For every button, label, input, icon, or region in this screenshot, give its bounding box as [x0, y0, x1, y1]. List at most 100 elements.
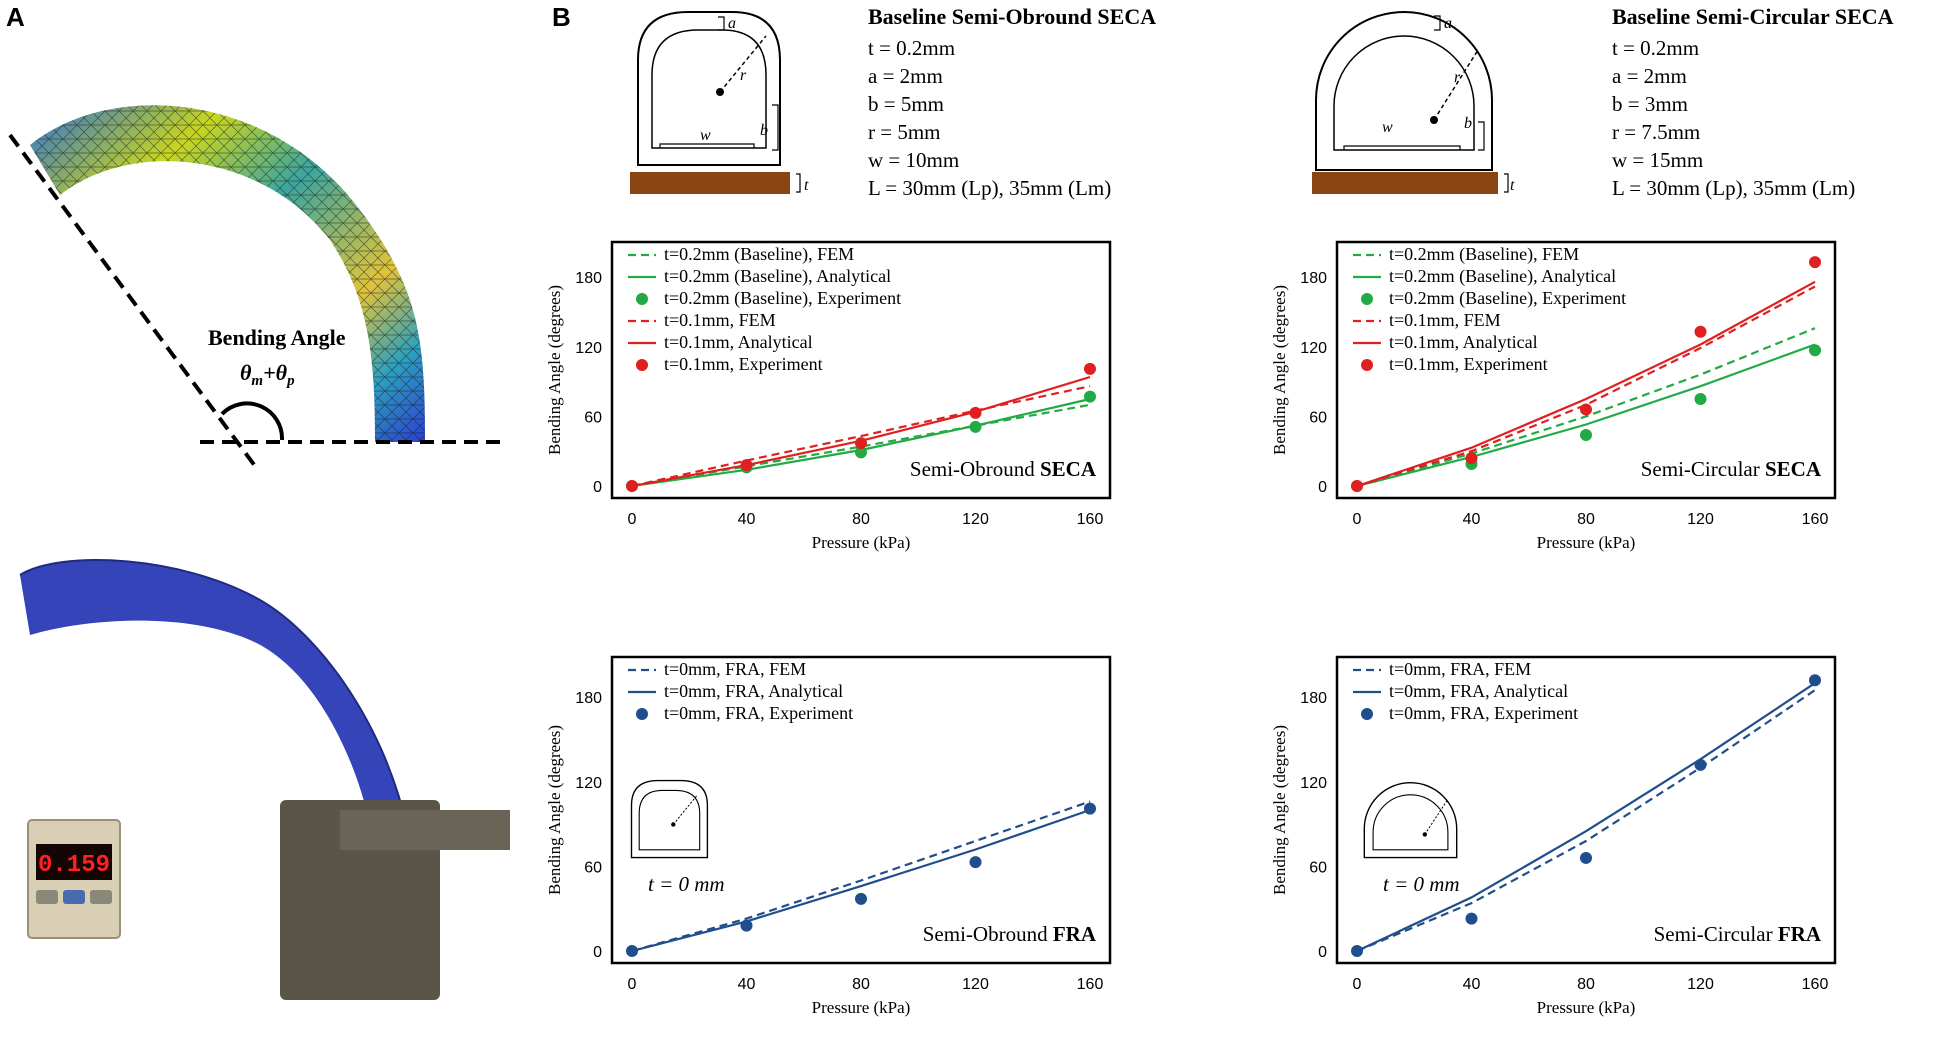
data-point [1351, 480, 1363, 492]
y-tick-label: 0 [1318, 944, 1327, 961]
legend-entry: t=0.2mm (Baseline), Analytical [1389, 266, 1616, 287]
gauge-button-left [36, 890, 58, 904]
x-tick-label: 80 [852, 976, 870, 993]
circular-inset-schematic [1363, 782, 1458, 859]
fem-simulation-figure: Bending Angle θm+θp [8, 105, 505, 472]
obround-inset-label: t = 0 mm [648, 872, 725, 896]
data-point [1351, 945, 1363, 957]
data-point [855, 437, 867, 450]
x-tick-label: 40 [738, 976, 756, 993]
series-line [1356, 327, 1816, 488]
y-tick-label: 120 [1300, 340, 1327, 357]
pressure-readout: 0.159 [38, 852, 110, 879]
circ-dim-t-label: t [1510, 177, 1515, 194]
data-point [626, 945, 638, 957]
x-tick-label: 80 [1577, 511, 1595, 528]
obround-param-a: a = 2mm [868, 64, 943, 88]
x-tick-label: 0 [628, 511, 637, 528]
circ-dim-r-label: r [1454, 69, 1461, 86]
chart-obround-fra: 0 40 80 120 160 0 60 120 180 Pressure (kPa) Bendin… [545, 655, 1112, 1017]
circular-param-r: r = 7.5mm [1612, 120, 1701, 144]
legend-entry: t=0mm, FRA, Experiment [664, 703, 853, 723]
data-point [1809, 344, 1821, 357]
y-tick-label: 60 [1309, 409, 1327, 426]
x-axis-label: Pressure (kPa) [812, 533, 911, 552]
x-tick-label: 120 [1687, 511, 1714, 528]
bending-reference-line-diagonal [8, 133, 260, 472]
obround-schematic-title: Baseline Semi-Obround SECA [868, 4, 1157, 29]
data-point [626, 480, 638, 492]
bending-angle-formula: θm+θp [240, 360, 295, 389]
legend-entry: t=0.2mm (Baseline), FEM [664, 244, 854, 265]
panel-b-label: B [552, 2, 571, 32]
data-point [1084, 802, 1096, 815]
data-point [740, 919, 753, 932]
pressure-display [36, 844, 112, 880]
dim-b-label: b [760, 122, 768, 139]
x-tick-label: 160 [1802, 976, 1829, 993]
obround-inset-schematic [630, 779, 709, 859]
x-tick-label: 160 [1077, 976, 1104, 993]
gauge-button-middle [63, 890, 85, 904]
circ-dim-a-label: a [1444, 15, 1452, 32]
series-line [1356, 343, 1816, 488]
data-point [969, 856, 982, 869]
series-line [1356, 682, 1816, 952]
dim-a-label: a [728, 15, 736, 32]
chart-circular-fra: 0 40 80 120 160 0 60 120 180 Pressure (kPa) Bendin… [1270, 655, 1837, 1017]
legend-marker [636, 708, 648, 720]
x-tick-label: 80 [1577, 976, 1595, 993]
y-tick-label: 180 [575, 270, 602, 287]
chart-obround-seca: 0 40 80 120 160 0 60 120 180 Pressure (kPa) Bendin… [545, 240, 1112, 552]
obround-param-r: r = 5mm [868, 120, 941, 144]
legend-marker [1361, 708, 1373, 720]
data-point [1465, 452, 1478, 465]
y-tick-label: 0 [593, 944, 602, 961]
circular-param-b: b = 3mm [1612, 92, 1689, 116]
y-tick-label: 60 [1309, 859, 1327, 876]
legend-entry: t=0.2mm (Baseline), Analytical [664, 266, 891, 287]
y-axis-label: Bending Angle (degrees) [1270, 725, 1289, 895]
x-tick-label: 160 [1077, 511, 1104, 528]
chart-title: Semi-Obround FRA [923, 922, 1097, 946]
x-tick-label: 160 [1802, 511, 1829, 528]
gauge-button-right [90, 890, 112, 904]
legend-entry: t=0mm, FRA, Experiment [1389, 703, 1578, 723]
circular-param-a: a = 2mm [1612, 64, 1687, 88]
x-tick-label: 0 [628, 976, 637, 993]
circular-param-t: t = 0.2mm [1612, 36, 1700, 60]
experimental-photo: 0.159 [0, 559, 510, 1030]
legend-entry: t=0mm, FRA, Analytical [1389, 681, 1568, 701]
y-axis-label: Bending Angle (degrees) [1270, 285, 1289, 455]
legend-entry: t=0.1mm, Experiment [1389, 354, 1548, 374]
y-tick-label: 180 [1300, 270, 1327, 287]
data-point [1694, 325, 1707, 338]
legend-entry: t=0.2mm (Baseline), Experiment [664, 288, 901, 309]
data-point [969, 420, 982, 433]
x-tick-label: 0 [1353, 511, 1362, 528]
data-point [740, 459, 753, 472]
dim-t-label: t [804, 177, 809, 194]
data-point [969, 406, 982, 419]
data-point [855, 446, 867, 459]
legend-entry: t=0.1mm, FEM [664, 310, 776, 330]
bending-angle-label: Bending Angle [208, 325, 346, 350]
y-axis-label: Bending Angle (degrees) [545, 285, 564, 455]
x-tick-label: 40 [738, 511, 756, 528]
series-line [631, 800, 1091, 953]
plot-frame [1335, 240, 1837, 500]
y-tick-label: 0 [593, 479, 602, 496]
data-point [855, 892, 867, 905]
strain-limiting-layer [630, 172, 790, 194]
x-tick-label: 120 [1687, 976, 1714, 993]
x-axis-label: Pressure (kPa) [1537, 533, 1636, 552]
obround-param-l: L = 30mm (Lp), 35mm (Lm) [868, 176, 1112, 200]
legend-entry: t=0.1mm, FEM [1389, 310, 1501, 330]
legend-entry: t=0.1mm, Analytical [664, 332, 813, 352]
y-axis-label: Bending Angle (degrees) [545, 725, 564, 895]
data-point [1465, 912, 1478, 925]
obround-param-w: w = 10mm [868, 148, 960, 172]
y-tick-label: 180 [1300, 690, 1327, 707]
series-line [631, 385, 1091, 488]
series-line [631, 808, 1091, 953]
